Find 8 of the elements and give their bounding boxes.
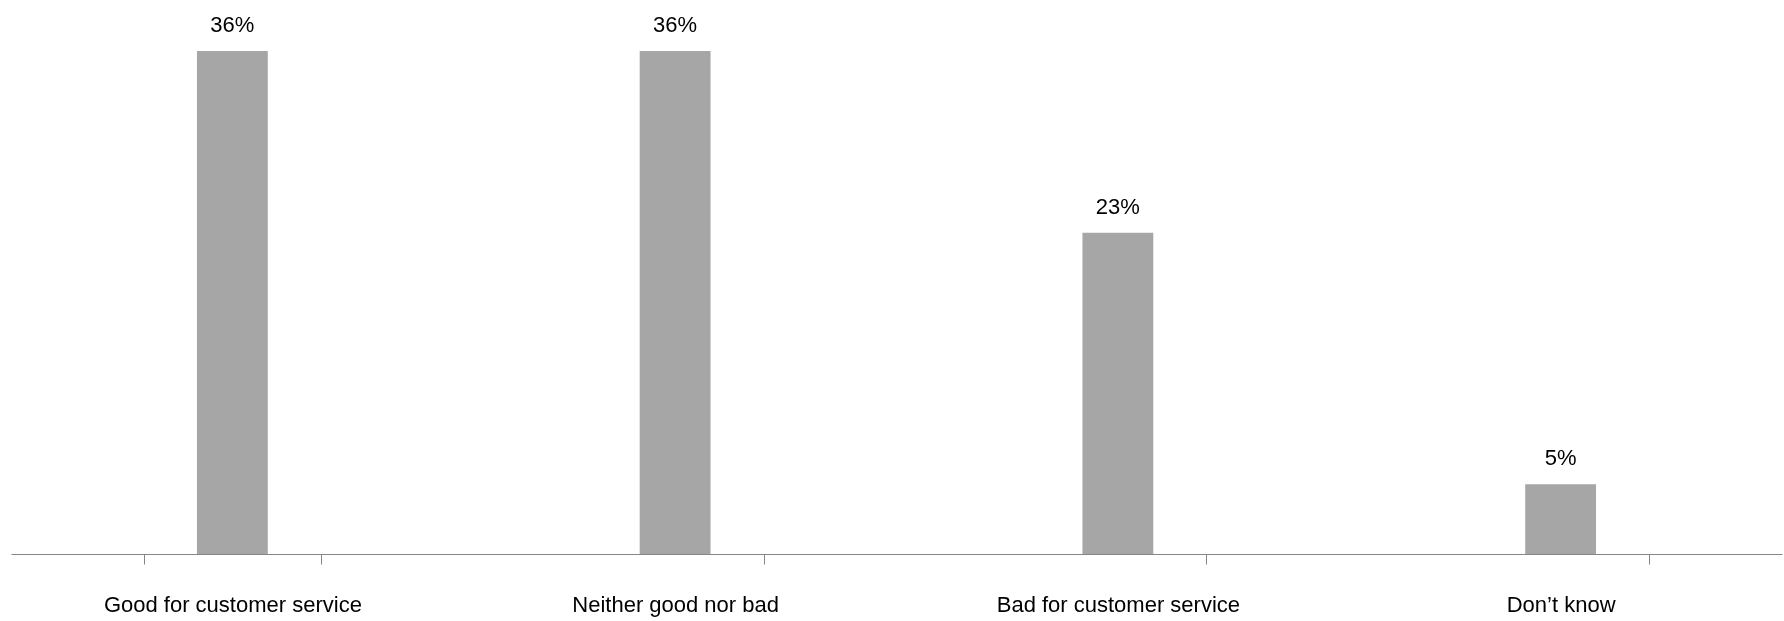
x-tick-label: Good for customer service [103,591,362,617]
x-tick-label: Neither good nor bad [572,591,779,617]
x-tick-label: Bad for customer service [996,591,1241,617]
data-label: 23% [1095,193,1140,219]
x-tick-label: Don’t know [1506,591,1616,617]
data-label: 36% [653,12,698,37]
data-label: 36% [210,12,255,37]
data-label: 5% [1544,445,1577,471]
